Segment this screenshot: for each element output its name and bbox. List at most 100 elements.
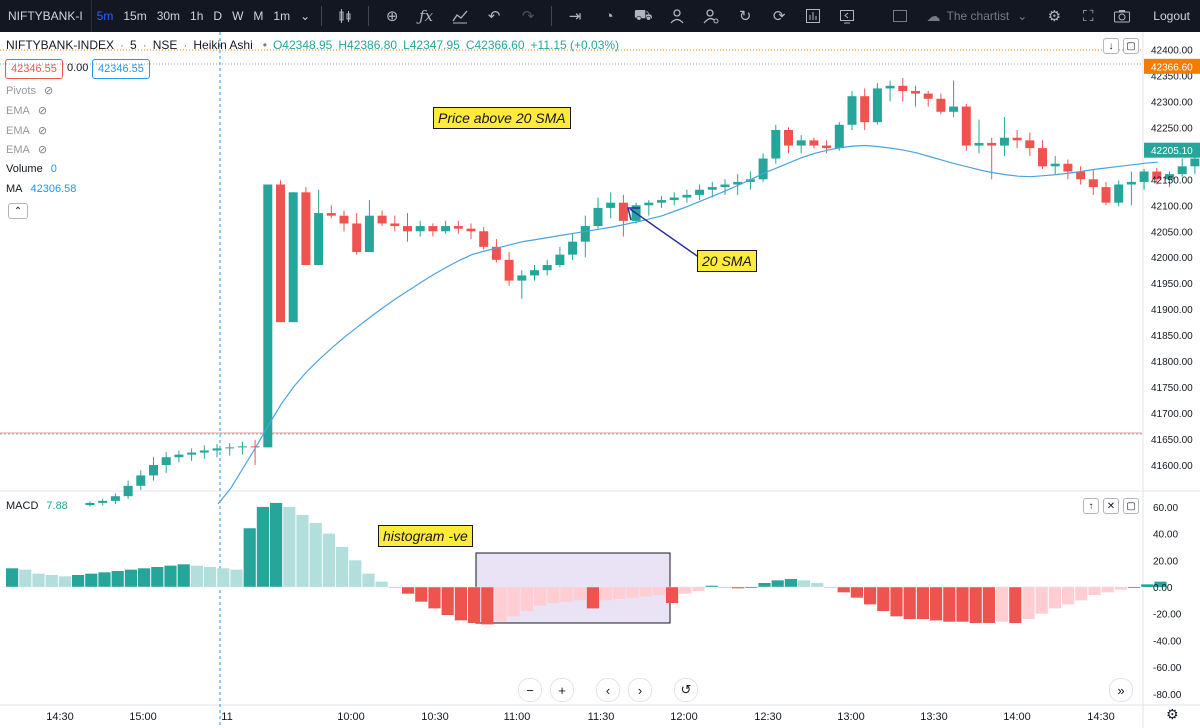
interval-1h[interactable]: 1h <box>190 9 204 23</box>
scroll-right-button[interactable]: › <box>628 678 652 702</box>
histogram-bar <box>639 587 652 597</box>
arrow-head <box>627 207 640 221</box>
annotation-histogram-negative[interactable]: histogram -ve <box>378 525 473 547</box>
layout-selector[interactable]: ☁ The chartist ⌄ <box>917 8 1038 25</box>
indicator-name: EMA <box>6 143 30 156</box>
histogram-bar <box>507 587 520 617</box>
sync-icon[interactable]: ⟳ <box>772 8 786 25</box>
histogram-bar <box>72 574 85 587</box>
candle-body <box>136 475 146 486</box>
refresh-icon[interactable]: ↻ <box>738 8 752 25</box>
fullscreen-layout-icon[interactable] <box>883 0 917 32</box>
histogram-bar <box>784 578 797 587</box>
fullscreen-icon[interactable]: ⛶ <box>1083 7 1094 25</box>
pane-maximize-button[interactable]: ▢ <box>1123 38 1139 54</box>
compare-add-icon[interactable]: ⊕ <box>385 8 399 25</box>
status-dot: • <box>262 38 267 52</box>
candle-body <box>898 85 908 91</box>
chart-canvas[interactable]: 42400.0042350.0042300.0042250.0042200.00… <box>0 32 1200 728</box>
macd-tick-label: 0.00 <box>1153 583 1173 594</box>
eye-hidden-icon[interactable]: ⊘ <box>37 144 48 156</box>
symbol-search[interactable]: NIFTYBANK-I <box>0 0 92 32</box>
histogram-bar <box>705 585 718 587</box>
bar-chart-icon[interactable] <box>796 0 830 32</box>
macd-legend[interactable]: MACD 7.88 <box>6 500 68 512</box>
zoom-in-button[interactable]: + <box>550 678 574 702</box>
gear-icon[interactable]: ⚙ <box>1047 8 1062 25</box>
candle-body <box>1101 187 1111 203</box>
histogram-bar <box>454 587 467 621</box>
histogram-bar <box>441 587 454 616</box>
interval-1m[interactable]: 1m <box>273 9 291 23</box>
histogram-bar <box>850 587 863 598</box>
indicator-pivots[interactable]: Pivots ⊘ <box>6 84 54 98</box>
order-entry-icon[interactable]: ⇥ <box>568 8 582 25</box>
candle-body <box>758 158 768 180</box>
eye-hidden-icon[interactable]: ⊘ <box>37 105 48 117</box>
gauge-icon[interactable]: ◔ <box>604 7 614 25</box>
top-toolbar: NIFTYBANK-I 5m 15m 30m 1h D W M 1m ⌄ ⊕ ƒ… <box>0 0 1200 32</box>
gear-icon[interactable]: ⚙ <box>1166 706 1179 722</box>
annotation-20-sma[interactable]: 20 SMA <box>697 250 757 272</box>
camera-icon[interactable] <box>1105 0 1139 32</box>
candle-style-icon[interactable] <box>328 0 362 32</box>
candle-body <box>961 106 971 146</box>
histogram-bar <box>177 564 190 587</box>
price-tick-label: 42250.00 <box>1151 123 1193 134</box>
chevron-down-icon[interactable]: ⌄ <box>300 9 311 23</box>
interval-w[interactable]: W <box>232 9 244 23</box>
reset-chart-button[interactable]: ↺ <box>674 678 698 702</box>
user-icon[interactable] <box>660 0 694 32</box>
macd-tick-label: 60.00 <box>1153 503 1178 514</box>
annotation-price-above-sma[interactable]: Price above 20 SMA <box>433 107 571 129</box>
logout-button[interactable]: Logout <box>1153 9 1190 23</box>
indicator-ema-2[interactable]: EMA ⊘ <box>6 124 48 138</box>
interval-15m[interactable]: 15m <box>123 9 147 23</box>
pane-up-button[interactable]: ↑ <box>1083 498 1099 514</box>
candle-body <box>466 228 476 232</box>
legend-symbol[interactable]: NIFTYBANK-INDEX <box>6 38 115 52</box>
pane-close-button[interactable]: ✕ <box>1103 498 1119 514</box>
interval-d[interactable]: D <box>213 9 223 23</box>
zoom-out-button[interactable]: − <box>518 678 542 702</box>
eye-hidden-icon[interactable]: ⊘ <box>43 85 54 97</box>
ask-price-box[interactable]: 42346.55 <box>92 59 150 79</box>
undo-icon[interactable]: ↶ <box>487 8 501 25</box>
redo-icon[interactable]: ↷ <box>521 8 535 25</box>
price-tick-label: 42300.00 <box>1151 97 1193 108</box>
indicator-volume[interactable]: Volume 0 <box>6 163 57 175</box>
indicator-ema-3[interactable]: EMA ⊘ <box>6 143 48 157</box>
eye-hidden-icon[interactable]: ⊘ <box>37 125 48 137</box>
indicators-icon[interactable]: ƒx <box>419 7 434 25</box>
scroll-to-realtime-button[interactable]: » <box>1109 678 1133 702</box>
indicator-ema-1[interactable]: EMA ⊘ <box>6 104 48 118</box>
templates-icon[interactable] <box>443 0 477 32</box>
time-tick-label: 11:30 <box>588 711 615 723</box>
interval-30m[interactable]: 30m <box>156 9 181 23</box>
candle-body <box>199 450 209 453</box>
macd-tick-label: -40.00 <box>1153 636 1182 647</box>
candle-body <box>911 91 920 94</box>
toolbar-divider <box>551 6 553 26</box>
sma-line <box>217 144 1158 505</box>
pane-maximize-button[interactable]: ▢ <box>1123 498 1139 514</box>
indicator-ma[interactable]: MA 42306.58 <box>6 183 76 195</box>
user-settings-icon[interactable] <box>694 0 728 32</box>
interval-m[interactable]: M <box>253 9 264 23</box>
legend-open: O42348.95 <box>272 38 333 52</box>
indicator-value: 42306.58 <box>30 183 77 195</box>
interval-5m[interactable]: 5m <box>96 9 114 23</box>
candle-body <box>149 465 158 476</box>
collapse-legend-button[interactable]: ⌃ <box>8 203 28 219</box>
bid-price-box[interactable]: 42346.55 <box>5 59 63 79</box>
candle-body <box>847 96 857 125</box>
candle-body <box>250 446 260 448</box>
histogram-bar <box>1154 581 1167 587</box>
candle-body <box>479 231 489 247</box>
histogram-bar <box>481 587 494 625</box>
replay-icon[interactable] <box>830 0 864 32</box>
scroll-left-button[interactable]: ‹ <box>596 678 620 702</box>
pane-down-button[interactable]: ↓ <box>1103 38 1119 54</box>
cart-icon[interactable]: ⛟ <box>633 6 653 24</box>
symbol-legend: NIFTYBANK-INDEX · 5 · NSE · Heikin Ashi … <box>6 38 619 52</box>
